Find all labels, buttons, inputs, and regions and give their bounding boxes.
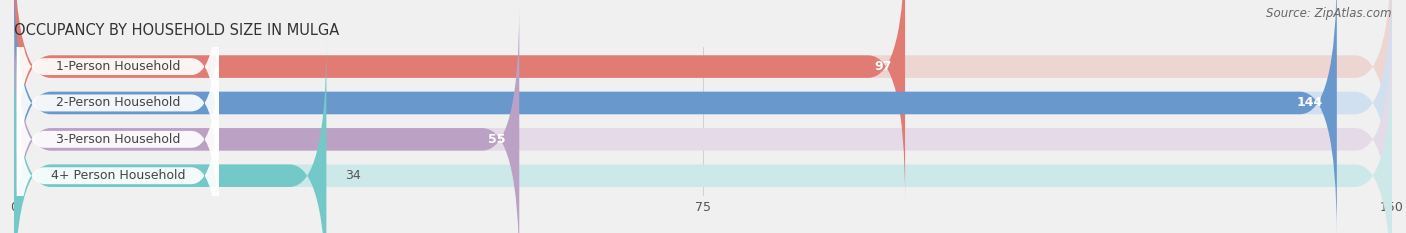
FancyBboxPatch shape — [14, 0, 1392, 201]
Text: Source: ZipAtlas.com: Source: ZipAtlas.com — [1267, 7, 1392, 20]
Text: OCCUPANCY BY HOUSEHOLD SIZE IN MULGA: OCCUPANCY BY HOUSEHOLD SIZE IN MULGA — [14, 24, 339, 38]
Text: 55: 55 — [488, 133, 506, 146]
FancyBboxPatch shape — [14, 5, 1392, 233]
Text: 3-Person Household: 3-Person Household — [56, 133, 180, 146]
FancyBboxPatch shape — [17, 39, 219, 233]
FancyBboxPatch shape — [14, 41, 1392, 233]
FancyBboxPatch shape — [14, 0, 1337, 233]
Text: 2-Person Household: 2-Person Household — [56, 96, 180, 110]
Text: 4+ Person Household: 4+ Person Household — [51, 169, 186, 182]
Text: 97: 97 — [875, 60, 891, 73]
FancyBboxPatch shape — [14, 0, 905, 201]
FancyBboxPatch shape — [17, 2, 219, 204]
Text: 34: 34 — [344, 169, 360, 182]
FancyBboxPatch shape — [14, 5, 519, 233]
FancyBboxPatch shape — [14, 0, 1392, 233]
FancyBboxPatch shape — [17, 75, 219, 233]
Text: 1-Person Household: 1-Person Household — [56, 60, 180, 73]
Text: 144: 144 — [1296, 96, 1323, 110]
FancyBboxPatch shape — [17, 0, 219, 167]
FancyBboxPatch shape — [14, 41, 326, 233]
